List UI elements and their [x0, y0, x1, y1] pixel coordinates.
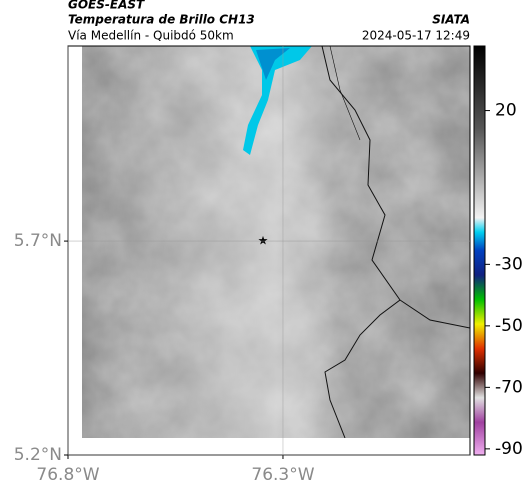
- colorbar: [473, 45, 486, 456]
- x-tick-label: 76.8°W: [36, 465, 99, 485]
- timestamp: 2024-05-17 12:49: [362, 29, 470, 43]
- colorbar-tick-label: -70: [495, 377, 523, 397]
- title: GOES-EAST: [68, 0, 145, 12]
- x-tick-label: 76.3°W: [251, 465, 314, 485]
- y-tick-label: 5.7°N: [14, 231, 62, 251]
- colorbar-tick-label: 20: [495, 101, 517, 121]
- satellite-image: [82, 46, 470, 438]
- y-tick-label: 5.2°N: [14, 445, 62, 465]
- colorbar-tick-label: -50: [495, 316, 523, 336]
- colorbar-tick-label: -30: [495, 254, 523, 274]
- location-marker: ★: [258, 234, 269, 248]
- source: SIATA: [432, 13, 470, 27]
- subtitle: Temperatura de Brillo CH13: [68, 13, 255, 27]
- colorbar-tick-label: -90: [495, 439, 523, 459]
- region: Vía Medellín - Quibdó 50km: [68, 29, 234, 43]
